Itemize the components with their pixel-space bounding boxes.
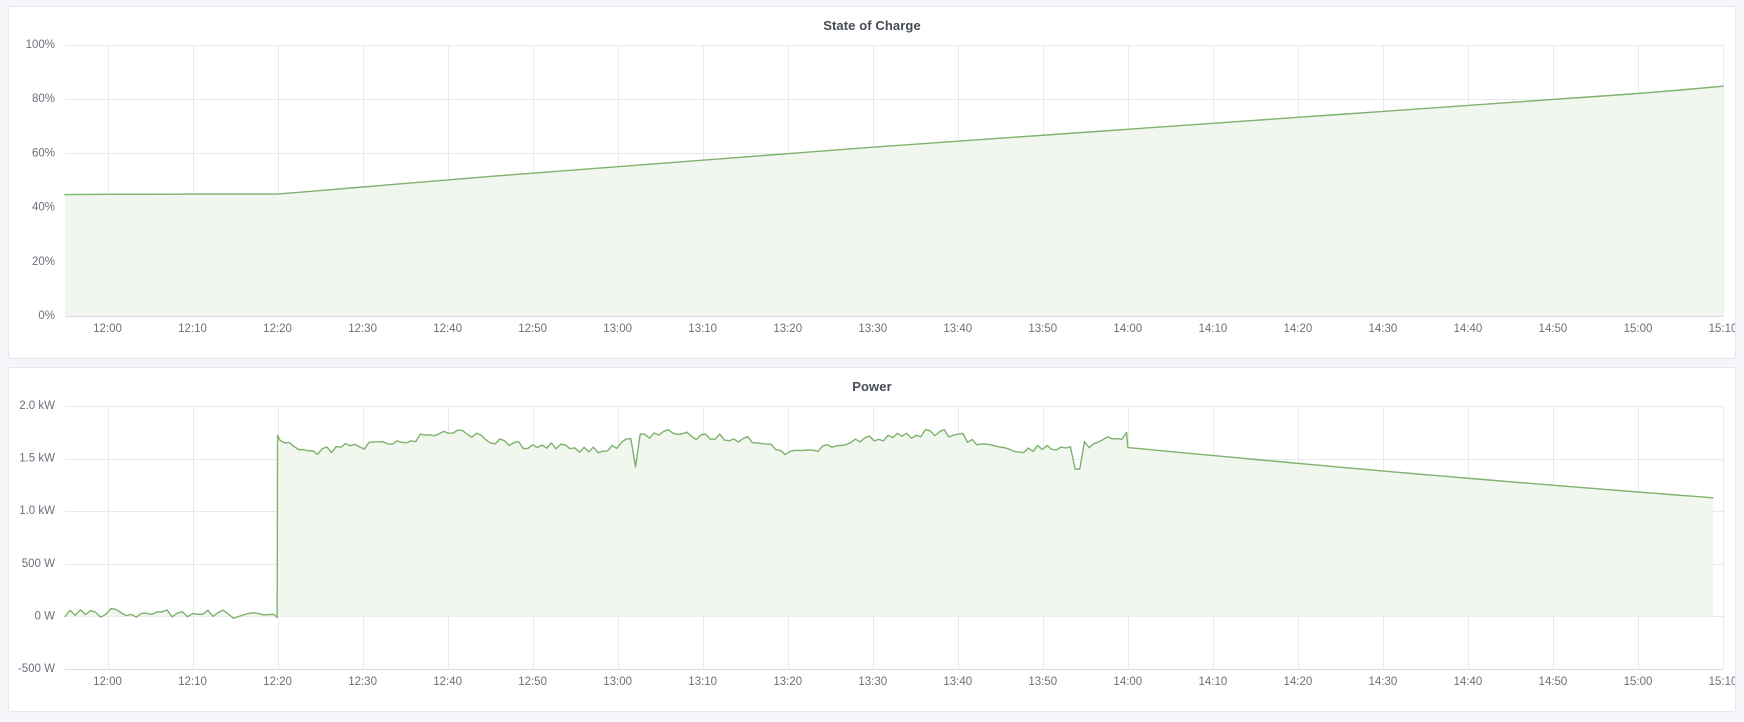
series-area [65,86,1723,316]
panel-power: Power -500 W 0 W 500 W 1.0 kW 1.5 kW 2.0 kW 12… [8,367,1736,712]
x-axis-tick-label: 14:30 [1369,676,1398,688]
x-axis-tick-label: 15:00 [1624,676,1653,688]
x-axis-tick-label: 13:20 [773,676,802,688]
plot-area: 0% 20% 40% 60% 80% 100% 12:00 12:10 12:20 12:30 12… [26,39,1735,335]
x-axis-tick-label: 14:00 [1113,323,1142,335]
series-line [64,428,1714,619]
y-axis-tick-label: 0 W [35,610,56,622]
soc-plot-svg: 0% 20% 40% 60% 80% 100% 12:00 12:10 12:20 12:30 12… [26,39,1735,335]
y-axis-tick-label: 0% [38,310,55,322]
x-axis-tick-label: 13:30 [858,676,887,688]
x-axis-tick-label: 13:50 [1028,323,1057,335]
x-axis-tick-label: 13:10 [688,676,717,688]
x-axis-tick-label: 12:40 [433,323,462,335]
x-axis-tick-label: 13:10 [688,323,717,335]
x-axis-tick-label: 13:00 [603,676,632,688]
x-axis-tick-label: 14:30 [1369,323,1398,335]
y-axis-tick-label: 20% [32,256,55,268]
x-axis-tick-label: 14:00 [1113,676,1142,688]
x-axis-tick-label: 12:50 [518,323,547,335]
x-axis-tick-label: 13:50 [1028,676,1057,688]
x-axis-tick-label: 15:00 [1624,323,1653,335]
y-axis-tick-label: 40% [32,202,55,214]
x-axis-tick-label: 14:10 [1198,323,1227,335]
x-axis-tick-label: 14:10 [1198,676,1227,688]
x-axis-tick-label: 14:20 [1283,323,1312,335]
panel-title-state-of-charge: State of Charge [823,18,921,33]
power-plot-svg: -500 W 0 W 500 W 1.0 kW 1.5 kW 2.0 kW 12:00 12:… [18,400,1735,688]
plot-area: -500 W 0 W 500 W 1.0 kW 1.5 kW 2.0 kW 12:00 12:… [18,400,1735,688]
y-axis-tick-label: 60% [32,147,55,159]
x-axis-tick-label: 12:00 [93,676,122,688]
x-axis-tick-label: 12:10 [178,676,207,688]
x-axis-tick-label: 12:20 [263,323,292,335]
x-axis-tick-label: 12:10 [178,323,207,335]
x-axis-tick-label: 13:40 [943,676,972,688]
x-axis-tick-label: 12:30 [348,676,377,688]
x-axis-tick-label: 12:00 [93,323,122,335]
x-axis-tick-label: 13:40 [943,323,972,335]
x-axis-tick-label: 14:40 [1454,323,1483,335]
panel-title-power: Power [852,379,892,394]
x-axis-tick-label: 14:50 [1539,323,1568,335]
x-axis-tick-label: 15:10 [1709,323,1735,335]
y-axis-tick-label: 2.0 kW [19,400,55,412]
x-axis-tick-label: 13:20 [773,323,802,335]
y-axis-tick-label: 1.0 kW [19,505,55,517]
y-axis-tick-label: 500 W [22,558,55,570]
y-axis-tick-label: 1.5 kW [19,453,55,465]
y-axis-tick-label: -500 W [18,663,55,675]
series-area [65,429,1713,619]
x-axis-tick-label: 12:40 [433,676,462,688]
y-axis-tick-label: 80% [32,93,55,105]
x-axis-tick-label: 12:20 [263,676,292,688]
series-line [64,85,1724,196]
chart-state-of-charge[interactable]: 0% 20% 40% 60% 80% 100% 12:00 12:10 12:20 12:30 12… [9,33,1735,348]
x-axis-tick-label: 14:20 [1283,676,1312,688]
x-axis-tick-label: 13:30 [858,323,887,335]
panel-state-of-charge: State of Charge 0% 20% 40% 60% 80% 100% 12:00 1… [8,6,1736,359]
chart-power[interactable]: -500 W 0 W 500 W 1.0 kW 1.5 kW 2.0 kW 12:00 12:… [9,394,1735,701]
y-axis-tick-label: 100% [26,39,55,51]
x-axis-tick-label: 15:10 [1709,676,1735,688]
x-axis-tick-label: 12:50 [518,676,547,688]
x-axis-tick-label: 12:30 [348,323,377,335]
x-axis-tick-label: 13:00 [603,323,632,335]
x-axis-tick-label: 14:50 [1539,676,1568,688]
x-axis-tick-label: 14:40 [1454,676,1483,688]
